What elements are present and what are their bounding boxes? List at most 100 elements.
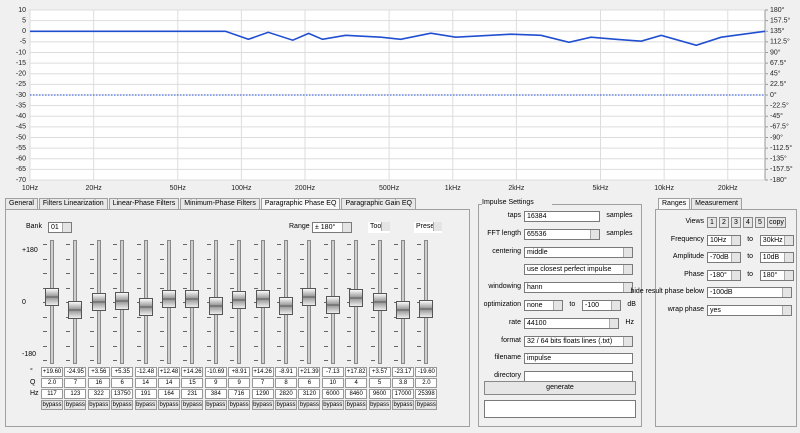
- bypass-button[interactable]: bypass: [111, 400, 134, 410]
- select[interactable]: 01: [48, 222, 72, 233]
- button[interactable]: copy: [767, 217, 786, 228]
- slider-knob[interactable]: [115, 292, 130, 311]
- select[interactable]: Presets: [414, 222, 442, 233]
- phase-field[interactable]: +8.91: [228, 367, 251, 377]
- phase-field[interactable]: +19.60: [41, 367, 63, 377]
- tab[interactable]: Paragraphic Gain EQ: [341, 198, 416, 209]
- bypass-button[interactable]: bypass: [345, 400, 368, 410]
- bypass-button[interactable]: bypass: [87, 400, 110, 410]
- bypass-button[interactable]: bypass: [415, 400, 438, 410]
- tab[interactable]: Measurement: [691, 198, 742, 209]
- slider-knob[interactable]: [372, 292, 387, 311]
- button[interactable]: 4: [743, 217, 753, 228]
- phase-field[interactable]: +17.82: [345, 367, 368, 377]
- tab[interactable]: Paragraphic Phase EQ: [260, 198, 341, 209]
- q-field[interactable]: 8: [275, 378, 297, 388]
- q-field[interactable]: 6: [111, 378, 134, 388]
- q-field[interactable]: 16: [87, 378, 110, 388]
- bypass-button[interactable]: bypass: [321, 400, 344, 410]
- hz-field[interactable]: 8460: [345, 389, 368, 399]
- slider-knob[interactable]: [279, 296, 293, 315]
- hz-field[interactable]: 17000: [392, 389, 414, 399]
- slider-knob[interactable]: [349, 288, 364, 307]
- phase-field[interactable]: -10.69: [204, 367, 227, 377]
- slider-knob[interactable]: [162, 290, 176, 309]
- phase-field[interactable]: +12.48: [158, 367, 180, 377]
- tab[interactable]: Ranges: [658, 198, 691, 209]
- bypass-button[interactable]: bypass: [181, 400, 204, 410]
- select[interactable]: hann: [524, 282, 633, 294]
- phase-field[interactable]: -7.13: [321, 367, 344, 377]
- bypass-button[interactable]: bypass: [204, 400, 227, 410]
- slider-knob[interactable]: [419, 299, 434, 318]
- bypass-button[interactable]: bypass: [392, 400, 414, 410]
- phase-field[interactable]: +14.26: [181, 367, 204, 377]
- hz-field[interactable]: 9600: [368, 389, 391, 399]
- select[interactable]: -100dB: [707, 287, 792, 299]
- input[interactable]: 16384: [524, 211, 601, 222]
- hz-field[interactable]: 1290: [251, 389, 274, 399]
- phase-field[interactable]: +5.35: [111, 367, 134, 377]
- hz-field[interactable]: 164: [158, 389, 180, 399]
- phase-field[interactable]: +3.57: [368, 367, 391, 377]
- bypass-button[interactable]: bypass: [298, 400, 321, 410]
- q-field[interactable]: 14: [134, 378, 157, 388]
- slider-knob[interactable]: [91, 292, 106, 311]
- bypass-button[interactable]: bypass: [275, 400, 297, 410]
- slider-knob[interactable]: [68, 301, 83, 320]
- q-field[interactable]: 2.0: [41, 378, 63, 388]
- select[interactable]: 44100: [524, 317, 620, 329]
- hz-field[interactable]: 117: [41, 389, 63, 399]
- bypass-button[interactable]: bypass: [64, 400, 87, 410]
- phase-field[interactable]: +14.26: [251, 367, 274, 377]
- select[interactable]: -180°: [707, 269, 742, 281]
- select[interactable]: use closest perfect impulse: [524, 264, 633, 276]
- bypass-button[interactable]: bypass: [368, 400, 391, 410]
- q-field[interactable]: 2.0: [415, 378, 438, 388]
- phase-field[interactable]: +3.56: [87, 367, 110, 377]
- button[interactable]: 3: [731, 217, 741, 228]
- bypass-button[interactable]: bypass: [134, 400, 157, 410]
- select[interactable]: 65536: [524, 228, 601, 240]
- select[interactable]: 32 / 64 bits floats lines (.txt): [524, 335, 633, 347]
- slider-knob[interactable]: [138, 297, 153, 316]
- select[interactable]: 180°: [759, 269, 794, 281]
- bypass-button[interactable]: bypass: [228, 400, 251, 410]
- phase-field[interactable]: -23.17: [392, 367, 414, 377]
- hz-field[interactable]: 2820: [275, 389, 297, 399]
- select[interactable]: 10Hz: [707, 234, 742, 246]
- phase-field[interactable]: -8.91: [275, 367, 297, 377]
- phase-field[interactable]: +21.39: [298, 367, 321, 377]
- hz-field[interactable]: 191: [134, 389, 157, 399]
- button[interactable]: 5: [755, 217, 765, 228]
- slider-knob[interactable]: [396, 300, 410, 319]
- hz-field[interactable]: 25398: [415, 389, 438, 399]
- q-field[interactable]: 9: [204, 378, 227, 388]
- button[interactable]: 2: [719, 217, 729, 228]
- tab[interactable]: Minimum-Phase Filters: [180, 198, 260, 209]
- hz-field[interactable]: 3120: [298, 389, 321, 399]
- q-field[interactable]: 9: [228, 378, 251, 388]
- hz-field[interactable]: 6000: [321, 389, 344, 399]
- select[interactable]: none: [524, 300, 564, 311]
- slider-knob[interactable]: [255, 289, 270, 308]
- select[interactable]: yes: [707, 305, 792, 316]
- q-field[interactable]: 7: [251, 378, 274, 388]
- q-field[interactable]: 7: [64, 378, 87, 388]
- tab[interactable]: Filters Linearization: [38, 198, 108, 209]
- phase-field[interactable]: -24.95: [64, 367, 87, 377]
- q-field[interactable]: 15: [181, 378, 204, 388]
- select[interactable]: Tools: [368, 222, 390, 233]
- tab[interactable]: Linear-Phase Filters: [108, 198, 180, 209]
- slider-knob[interactable]: [302, 287, 317, 306]
- input[interactable]: impulse: [524, 353, 633, 365]
- bypass-button[interactable]: bypass: [158, 400, 180, 410]
- generate-button[interactable]: generate: [484, 381, 636, 395]
- phase-field[interactable]: -12.48: [134, 367, 157, 377]
- tab[interactable]: General: [5, 198, 38, 209]
- hz-field[interactable]: 231: [181, 389, 204, 399]
- select[interactable]: -70dB: [707, 252, 742, 264]
- q-field[interactable]: 10: [321, 378, 344, 388]
- slider-knob[interactable]: [208, 297, 223, 316]
- q-field[interactable]: 6: [298, 378, 321, 388]
